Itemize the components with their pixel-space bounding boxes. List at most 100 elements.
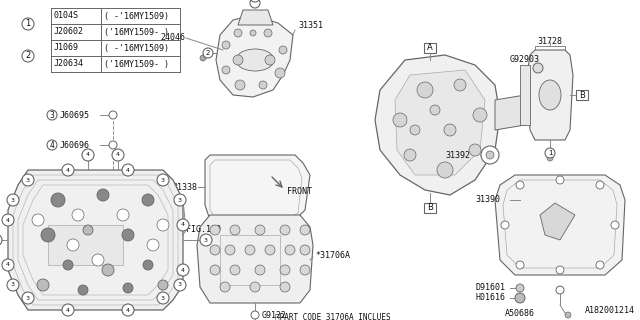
Circle shape xyxy=(51,193,65,207)
Circle shape xyxy=(147,239,159,251)
Circle shape xyxy=(556,176,564,184)
Circle shape xyxy=(7,279,19,291)
Circle shape xyxy=(22,18,34,30)
Circle shape xyxy=(22,174,34,186)
Circle shape xyxy=(596,181,604,189)
Circle shape xyxy=(41,228,55,242)
Text: 4: 4 xyxy=(126,167,130,172)
Circle shape xyxy=(157,174,169,186)
Circle shape xyxy=(92,254,104,266)
Polygon shape xyxy=(495,175,625,275)
Circle shape xyxy=(230,225,240,235)
Circle shape xyxy=(143,260,153,270)
Circle shape xyxy=(83,225,93,235)
Polygon shape xyxy=(395,70,485,175)
Circle shape xyxy=(265,245,275,255)
Text: 1: 1 xyxy=(548,150,552,156)
Circle shape xyxy=(545,148,555,158)
Circle shape xyxy=(225,245,235,255)
Text: FRONT: FRONT xyxy=(287,188,312,196)
Circle shape xyxy=(393,113,407,127)
Circle shape xyxy=(454,79,466,91)
Circle shape xyxy=(516,284,524,292)
Bar xyxy=(576,90,588,100)
Circle shape xyxy=(300,245,310,255)
Text: 3: 3 xyxy=(49,110,54,119)
Text: J60695: J60695 xyxy=(60,110,90,119)
Text: 3: 3 xyxy=(204,237,208,243)
Circle shape xyxy=(177,219,189,231)
Circle shape xyxy=(280,282,290,292)
Text: FRONT 〈TOP VIEW〉: FRONT 〈TOP VIEW〉 xyxy=(0,319,1,320)
Text: J20602: J20602 xyxy=(54,28,84,36)
Text: 2: 2 xyxy=(206,50,210,56)
Circle shape xyxy=(157,292,169,304)
Circle shape xyxy=(67,239,79,251)
Circle shape xyxy=(203,48,213,58)
Text: J20634: J20634 xyxy=(54,60,84,68)
Circle shape xyxy=(109,141,117,149)
Circle shape xyxy=(222,66,230,74)
Circle shape xyxy=(157,219,169,231)
Circle shape xyxy=(250,0,260,8)
Circle shape xyxy=(300,265,310,275)
Circle shape xyxy=(47,140,57,150)
Circle shape xyxy=(533,63,543,73)
Circle shape xyxy=(481,146,499,164)
Text: H01616: H01616 xyxy=(475,293,505,302)
Polygon shape xyxy=(520,65,530,125)
Text: 4: 4 xyxy=(6,218,10,222)
Circle shape xyxy=(174,194,186,206)
Circle shape xyxy=(515,293,525,303)
Text: 31728: 31728 xyxy=(538,37,563,46)
Circle shape xyxy=(200,234,212,246)
Circle shape xyxy=(285,245,295,255)
Circle shape xyxy=(220,282,230,292)
Text: 4: 4 xyxy=(66,308,70,313)
Circle shape xyxy=(265,55,275,65)
Circle shape xyxy=(245,245,255,255)
Text: A50686: A50686 xyxy=(505,308,535,317)
Circle shape xyxy=(122,164,134,176)
Polygon shape xyxy=(238,10,273,25)
Polygon shape xyxy=(197,215,313,303)
Circle shape xyxy=(259,81,267,89)
Circle shape xyxy=(200,55,206,61)
Text: ( -'16MY1509): ( -'16MY1509) xyxy=(104,12,169,20)
Circle shape xyxy=(109,111,117,119)
Circle shape xyxy=(547,155,553,161)
Circle shape xyxy=(410,125,420,135)
Circle shape xyxy=(97,189,109,201)
Circle shape xyxy=(417,82,433,98)
Circle shape xyxy=(473,108,487,122)
Text: G9122: G9122 xyxy=(262,310,287,319)
Circle shape xyxy=(210,265,220,275)
Text: 4: 4 xyxy=(181,222,185,228)
Text: FIG.180: FIG.180 xyxy=(186,226,221,235)
Text: A: A xyxy=(427,44,433,52)
Ellipse shape xyxy=(539,80,561,110)
Text: 3: 3 xyxy=(178,197,182,203)
Circle shape xyxy=(430,105,440,115)
Text: 4: 4 xyxy=(116,153,120,157)
Circle shape xyxy=(63,260,73,270)
Circle shape xyxy=(250,282,260,292)
Text: ('16MY1509- ): ('16MY1509- ) xyxy=(104,60,169,68)
Circle shape xyxy=(501,221,509,229)
Circle shape xyxy=(2,214,14,226)
Text: 4: 4 xyxy=(6,262,10,268)
Text: 31392: 31392 xyxy=(445,150,470,159)
Text: 4: 4 xyxy=(181,268,185,273)
Circle shape xyxy=(556,286,564,294)
Circle shape xyxy=(300,225,310,235)
Circle shape xyxy=(280,225,290,235)
Text: ('16MY1509- ): ('16MY1509- ) xyxy=(104,28,169,36)
Circle shape xyxy=(469,144,481,156)
Circle shape xyxy=(47,110,57,120)
Circle shape xyxy=(117,209,129,221)
Circle shape xyxy=(122,229,134,241)
Circle shape xyxy=(22,50,34,62)
Circle shape xyxy=(102,264,114,276)
Text: 2: 2 xyxy=(26,52,31,60)
Circle shape xyxy=(444,124,456,136)
